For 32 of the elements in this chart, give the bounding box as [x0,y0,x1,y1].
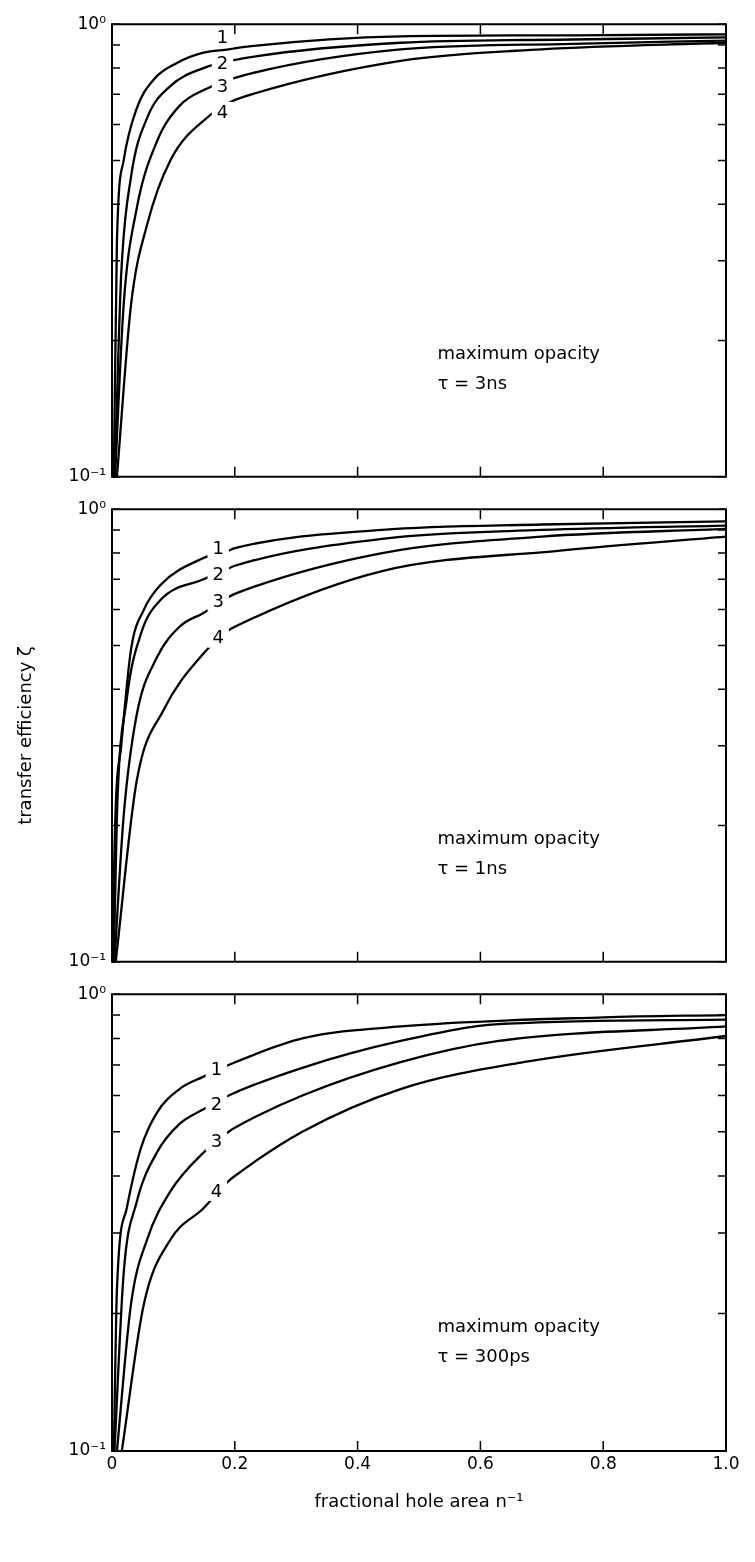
annotation: 4 [210,1179,223,1201]
annotation: 4 [212,626,224,648]
x-tick-label: 1.0 [712,1452,740,1473]
y-tick-label: 10⁰ [77,12,107,33]
annotation: 4 [216,100,229,122]
y-tick-label: 10⁰ [77,497,107,518]
x-tick-label: 0 [106,1452,118,1473]
y-tick-label: 10⁻¹ [68,950,106,971]
annotation: 3 [216,74,229,96]
y-tick-label: 10⁻¹ [68,1439,106,1460]
annotation: 1 [216,26,229,48]
annotation: τ = 300ps [437,1345,530,1367]
annotation: 2 [210,1092,223,1114]
y-tick-label: 10⁰ [77,982,107,1003]
annotation: τ = 1ns [437,857,508,879]
annotation: 3 [210,1129,223,1151]
x-tick-label: 0.8 [589,1452,617,1473]
y-axis-title: transfer efficiency ζ [14,646,36,825]
y-tick-label: 10⁻¹ [68,465,106,486]
annotation: 1 [210,1057,223,1079]
annotation: 2 [212,562,224,584]
x-tick-label: 0.4 [344,1452,372,1473]
annotation: τ = 3ns [437,372,508,394]
x-tick-label: 0.6 [466,1452,494,1473]
annotation: 3 [212,589,224,611]
x-axis-title: fractional hole area n⁻¹ [314,1489,524,1511]
x-tick-label: 0.2 [221,1452,249,1473]
annotation: maximum opacity [437,827,601,849]
annotation: 2 [216,51,229,73]
annotation: 1 [212,537,224,559]
annotation: maximum opacity [437,342,601,364]
annotation: maximum opacity [437,1315,601,1337]
